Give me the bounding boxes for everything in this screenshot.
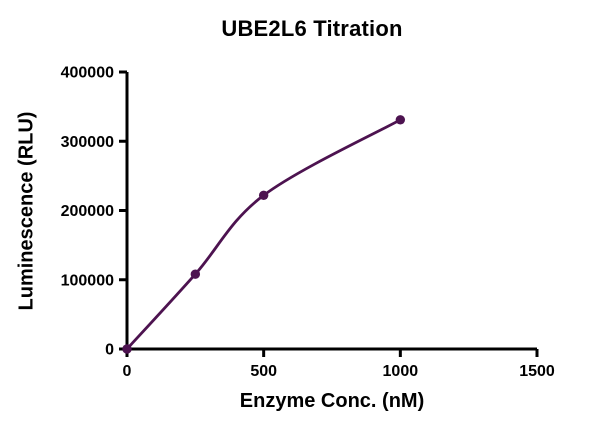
x-axis-title: Enzyme Conc. (nM) [239,390,425,412]
chart-title: UBE2L6 Titration [221,16,403,41]
x-tick-label: 500 [250,363,277,380]
x-tick-label: 1000 [383,363,419,380]
y-tick-label: 400000 [61,65,114,82]
x-tick-label: 0 [123,363,132,380]
data-point [395,115,406,125]
data-point [190,269,201,279]
x-tick-label: 1500 [519,363,555,380]
fit-curve [125,118,402,351]
data-point [122,344,132,354]
y-tick-label: 200000 [61,203,114,220]
y-tick-label: 0 [105,342,114,359]
data-point [258,190,269,200]
y-tick-label: 300000 [61,134,114,151]
y-tick-label: 100000 [61,272,114,289]
